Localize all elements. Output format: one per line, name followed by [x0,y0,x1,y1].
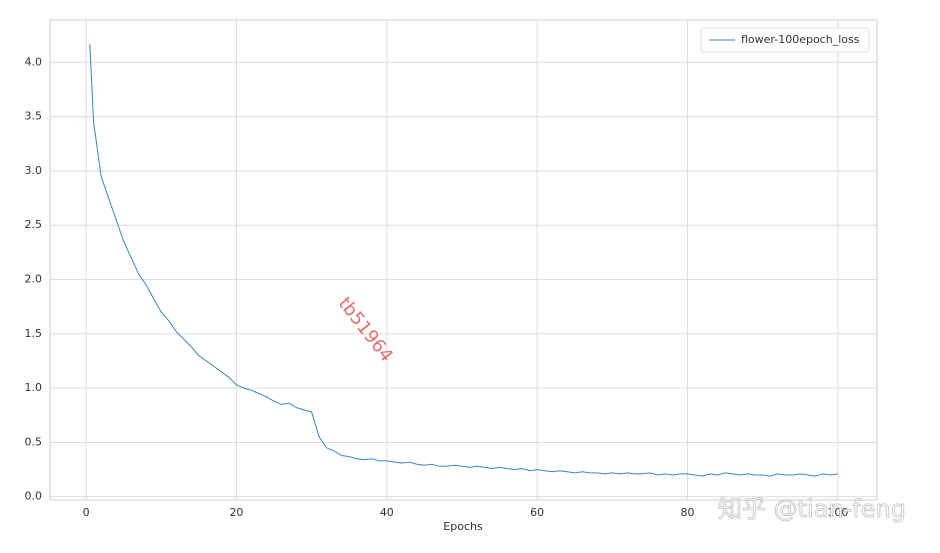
x-tick-label: 20 [229,506,243,519]
y-tick-label: 2.0 [25,273,43,286]
legend-box [700,27,870,53]
x-tick-label: 40 [380,506,394,519]
x-tick-label: 80 [681,506,695,519]
y-tick-label: 1.0 [25,381,43,394]
x-axis-label: Epochs [443,520,483,533]
x-tick-label: 60 [530,506,544,519]
line [89,43,838,477]
plot-frame [49,19,878,501]
y-tick-label: 0.5 [25,435,43,448]
watermark: tb51964 [334,293,397,366]
y-tick-label: 4.0 [25,55,43,68]
legend-label: flower-100epoch_loss [741,33,860,46]
y-tick-label: 1.5 [25,327,43,340]
y-tick-label: 3.5 [25,110,43,123]
watermark: 知乎 @tian-feng [718,495,906,523]
x-tick-label: 0 [83,506,90,519]
y-tick-label: 3.0 [25,164,43,177]
y-tick-label: 0.0 [25,490,43,503]
x-tick-label: 100 [827,506,848,519]
y-tick-label: 2.5 [25,218,43,231]
